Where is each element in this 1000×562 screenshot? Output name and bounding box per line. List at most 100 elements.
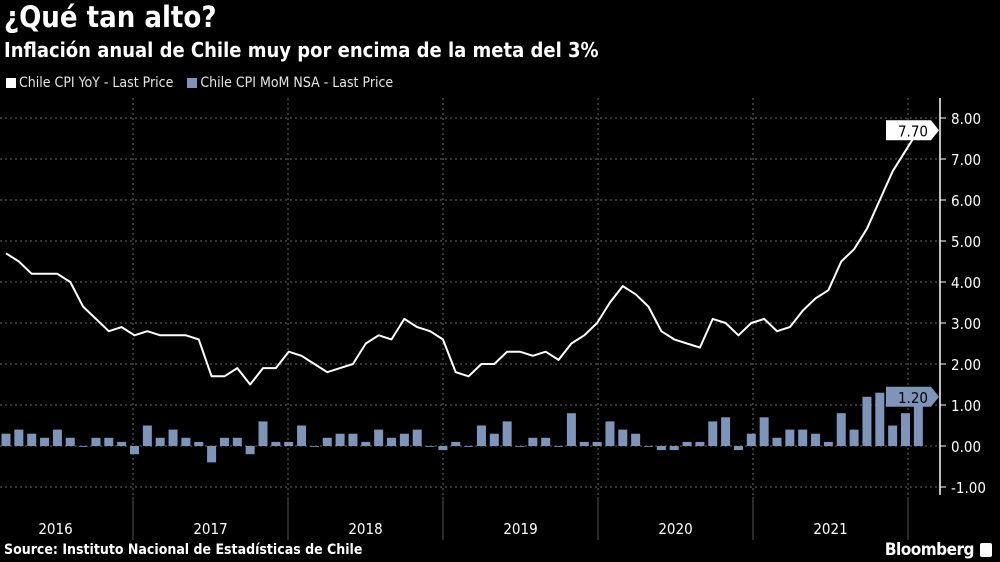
mom-bar — [592, 441, 602, 446]
y-tick-label: 6.00 — [951, 192, 981, 210]
y-tick-label: 5.00 — [951, 233, 981, 251]
y-tick-label: 7.00 — [951, 151, 981, 169]
mom-bar — [14, 429, 24, 446]
mom-bar — [656, 446, 666, 451]
yoy-line — [5, 129, 920, 386]
mom-bar — [566, 413, 576, 446]
mom-bar — [40, 437, 50, 446]
mom-bar — [502, 421, 512, 446]
mom-bar — [733, 446, 743, 451]
mom-bar — [451, 441, 461, 446]
yoy-last-value-tag — [886, 120, 939, 141]
mom-bar — [207, 446, 217, 463]
mom-bar — [361, 441, 371, 446]
mom-bar — [554, 446, 564, 447]
mom-bar — [695, 441, 705, 446]
mom-bar — [464, 446, 474, 447]
mom-bar — [52, 429, 62, 446]
y-tick-label: 3.00 — [951, 315, 981, 333]
mom-bar — [721, 417, 731, 446]
mom-bar — [181, 437, 191, 446]
mom-last-value-tag — [886, 386, 939, 407]
y-tick-label: 2.00 — [951, 356, 981, 374]
mom-bar — [476, 425, 486, 446]
legend-label-mom: Chile CPI MoM NSA - Last Price — [200, 75, 394, 91]
mom-bar — [862, 396, 872, 446]
legend-label-yoy: Chile CPI YoY - Last Price — [19, 75, 174, 91]
y-tick-label: -1.00 — [951, 479, 986, 497]
mom-bar — [1, 433, 11, 446]
y-tick-label: 1.00 — [951, 397, 981, 415]
mom-bar — [27, 433, 37, 446]
mom-bar — [682, 441, 692, 446]
chart-title: ¿Qué tan alto? — [4, 0, 217, 34]
mom-bar — [387, 437, 396, 446]
mom-bar — [541, 437, 551, 446]
mom-bar — [232, 437, 242, 446]
bloomberg-logo: Bloomberg — [884, 540, 975, 560]
source-note: Source: Instituto Nacional de Estadístic… — [4, 542, 363, 558]
mom-bar — [155, 437, 165, 446]
mom-bar — [130, 446, 139, 455]
mom-bar — [322, 437, 332, 446]
mom-bar — [412, 429, 422, 446]
mom-bar — [335, 433, 345, 446]
mom-bar — [297, 425, 307, 446]
mom-bar — [104, 437, 114, 446]
mom-bar — [425, 446, 435, 447]
mom-last-value-label: 1.20 — [898, 389, 928, 407]
mom-bar — [669, 446, 679, 451]
x-tick-label: 2019 — [503, 520, 537, 538]
mom-bar — [258, 421, 268, 446]
mom-bar — [798, 429, 808, 446]
x-tick-label: 2017 — [193, 520, 227, 538]
mom-bar — [348, 433, 358, 446]
y-tick-label: 4.00 — [951, 274, 981, 292]
mom-bar — [168, 429, 178, 446]
yoy-last-value-label: 7.70 — [898, 122, 928, 140]
mom-bar — [746, 433, 756, 446]
mom-bar — [142, 425, 152, 446]
mom-bar — [117, 441, 127, 446]
mom-bar — [644, 446, 653, 447]
mom-bar — [65, 437, 75, 446]
mom-bar — [759, 417, 769, 446]
mom-bar — [528, 437, 538, 446]
x-tick-label: 2020 — [658, 520, 692, 538]
legend-swatch-blue-icon — [187, 78, 198, 88]
mom-bar — [245, 446, 255, 455]
legend-swatch-white-icon — [6, 78, 16, 88]
mom-bar — [399, 433, 409, 446]
mom-bar — [438, 446, 448, 451]
mom-bar — [849, 429, 859, 446]
legend-item-mom: Chile CPI MoM NSA - Last Price — [187, 75, 393, 91]
mom-bar — [284, 441, 294, 446]
mom-bar — [374, 429, 384, 446]
y-tick-label: 8.00 — [951, 110, 981, 128]
mom-bar — [708, 421, 718, 446]
y-tick-label: 0.00 — [951, 438, 981, 456]
mom-bar — [605, 421, 615, 446]
mom-bar — [836, 413, 846, 446]
mom-bar — [772, 437, 782, 446]
x-tick-label: 2018 — [348, 520, 382, 538]
legend: Chile CPI YoY - Last Price Chile CPI MoM… — [6, 75, 393, 91]
mom-bar — [913, 396, 923, 446]
mom-bar — [901, 413, 910, 446]
mom-bar — [91, 437, 101, 446]
mom-bar — [78, 446, 88, 447]
mom-bar — [515, 446, 525, 447]
mom-bar — [219, 437, 229, 446]
mom-bar — [785, 429, 795, 446]
mom-bar — [618, 429, 628, 446]
mom-bar — [811, 433, 821, 446]
mom-bar — [271, 441, 281, 446]
mom-bar — [888, 425, 898, 446]
mom-bar — [823, 441, 833, 446]
x-tick-label: 2021 — [813, 520, 847, 538]
mom-bar — [309, 446, 319, 447]
mom-bar — [194, 441, 204, 446]
legend-item-yoy: Chile CPI YoY - Last Price — [6, 75, 173, 91]
mom-bar — [489, 433, 499, 446]
